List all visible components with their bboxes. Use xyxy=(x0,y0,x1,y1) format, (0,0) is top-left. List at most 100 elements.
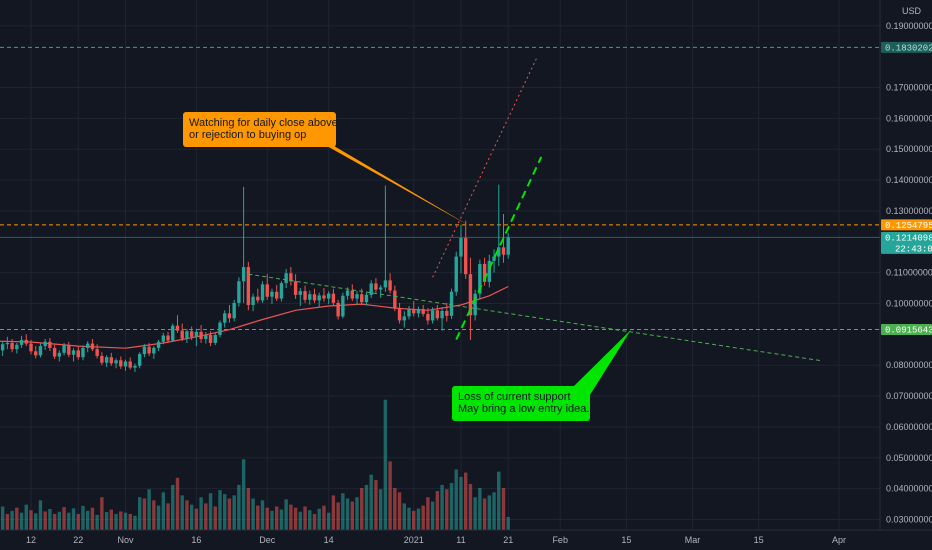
candle[interactable] xyxy=(237,277,241,307)
candle[interactable] xyxy=(364,292,369,306)
candle[interactable] xyxy=(48,338,52,351)
trendline[interactable] xyxy=(455,156,543,341)
candle[interactable] xyxy=(137,352,142,369)
candle[interactable] xyxy=(260,281,265,303)
candle[interactable] xyxy=(38,342,43,358)
candle[interactable] xyxy=(497,184,501,266)
candle[interactable] xyxy=(407,305,411,320)
candle[interactable] xyxy=(232,299,236,322)
candle[interactable] xyxy=(43,338,47,350)
candle[interactable] xyxy=(175,315,180,333)
candle[interactable] xyxy=(109,352,114,366)
candle[interactable] xyxy=(71,348,76,362)
trendlines[interactable] xyxy=(248,57,821,362)
candle[interactable] xyxy=(171,323,175,343)
candle[interactable] xyxy=(459,224,463,274)
candle[interactable] xyxy=(388,273,392,294)
candle[interactable] xyxy=(24,334,28,347)
candle[interactable] xyxy=(180,323,184,342)
candle[interactable] xyxy=(251,293,255,312)
candle[interactable] xyxy=(10,338,14,353)
candle[interactable] xyxy=(15,342,19,354)
candle[interactable] xyxy=(393,285,397,312)
candle[interactable] xyxy=(142,344,147,358)
candle[interactable] xyxy=(114,358,118,369)
candle[interactable] xyxy=(123,359,128,371)
candle[interactable] xyxy=(449,288,454,319)
candle[interactable] xyxy=(402,311,406,328)
candle[interactable] xyxy=(0,342,5,356)
candle[interactable] xyxy=(397,302,402,324)
trendline[interactable] xyxy=(248,273,821,362)
candle[interactable] xyxy=(128,357,132,370)
candle[interactable] xyxy=(119,356,123,369)
x-axis[interactable]: 12 22 Nov 16 Dec 14 2021 11 21 Feb 15 Mar 15 Apr xyxy=(0,529,932,550)
candle[interactable] xyxy=(341,292,345,319)
candle[interactable] xyxy=(19,335,24,348)
candle[interactable] xyxy=(383,185,388,292)
candle[interactable] xyxy=(100,352,104,366)
candle[interactable] xyxy=(412,301,416,317)
candle[interactable] xyxy=(275,284,279,302)
candle[interactable] xyxy=(256,288,260,303)
candle[interactable] xyxy=(322,288,326,302)
candle[interactable] xyxy=(473,289,477,321)
candle[interactable] xyxy=(331,288,336,306)
candle[interactable] xyxy=(29,339,33,355)
horizontal-price-lines[interactable] xyxy=(0,46,880,331)
price-badge[interactable]: 0.1214098022:43:03 xyxy=(881,231,932,255)
candle[interactable] xyxy=(303,285,307,303)
candle[interactable] xyxy=(350,284,354,302)
candle[interactable] xyxy=(326,291,331,305)
candle[interactable] xyxy=(185,328,189,343)
candle[interactable] xyxy=(156,339,161,351)
candle[interactable] xyxy=(199,325,203,343)
candle[interactable] xyxy=(189,326,194,340)
y-axis[interactable]: USD 0.19000000 0.17000000 0.16000000 0.15000… xyxy=(879,0,932,550)
candle[interactable] xyxy=(355,291,359,306)
candlesticks[interactable] xyxy=(0,184,510,372)
candle[interactable] xyxy=(317,292,321,308)
candle[interactable] xyxy=(104,355,109,367)
candle[interactable] xyxy=(416,306,421,318)
candle[interactable] xyxy=(152,346,156,360)
candle[interactable] xyxy=(227,305,232,323)
candle[interactable] xyxy=(62,342,66,356)
candle[interactable] xyxy=(67,341,71,358)
candle[interactable] xyxy=(166,331,170,343)
candle[interactable] xyxy=(246,261,251,311)
price-badge[interactable]: 0.09156433 xyxy=(881,324,932,336)
candle[interactable] xyxy=(440,307,444,331)
candle[interactable] xyxy=(208,331,213,347)
candle[interactable] xyxy=(204,331,208,344)
candle[interactable] xyxy=(218,320,222,338)
candle[interactable] xyxy=(374,278,378,293)
candle[interactable] xyxy=(454,251,458,296)
candle[interactable] xyxy=(336,299,340,320)
candle[interactable] xyxy=(289,267,293,286)
candle[interactable] xyxy=(265,274,269,300)
candle[interactable] xyxy=(279,281,284,302)
candle[interactable] xyxy=(369,280,373,298)
candle[interactable] xyxy=(284,268,288,289)
candle[interactable] xyxy=(86,341,90,353)
candle[interactable] xyxy=(487,254,492,288)
candle[interactable] xyxy=(293,274,298,299)
candle[interactable] xyxy=(161,332,165,345)
candle[interactable] xyxy=(90,338,95,351)
candle[interactable] xyxy=(430,307,435,324)
candle[interactable] xyxy=(421,305,425,317)
candle[interactable] xyxy=(464,220,468,279)
candle[interactable] xyxy=(445,302,449,322)
candle[interactable] xyxy=(308,290,312,305)
trendline[interactable] xyxy=(432,57,538,278)
candle[interactable] xyxy=(426,308,430,325)
candle[interactable] xyxy=(57,350,62,362)
candle[interactable] xyxy=(241,186,246,303)
candle[interactable] xyxy=(312,288,317,303)
candle[interactable] xyxy=(223,310,227,328)
candle[interactable] xyxy=(194,328,199,347)
